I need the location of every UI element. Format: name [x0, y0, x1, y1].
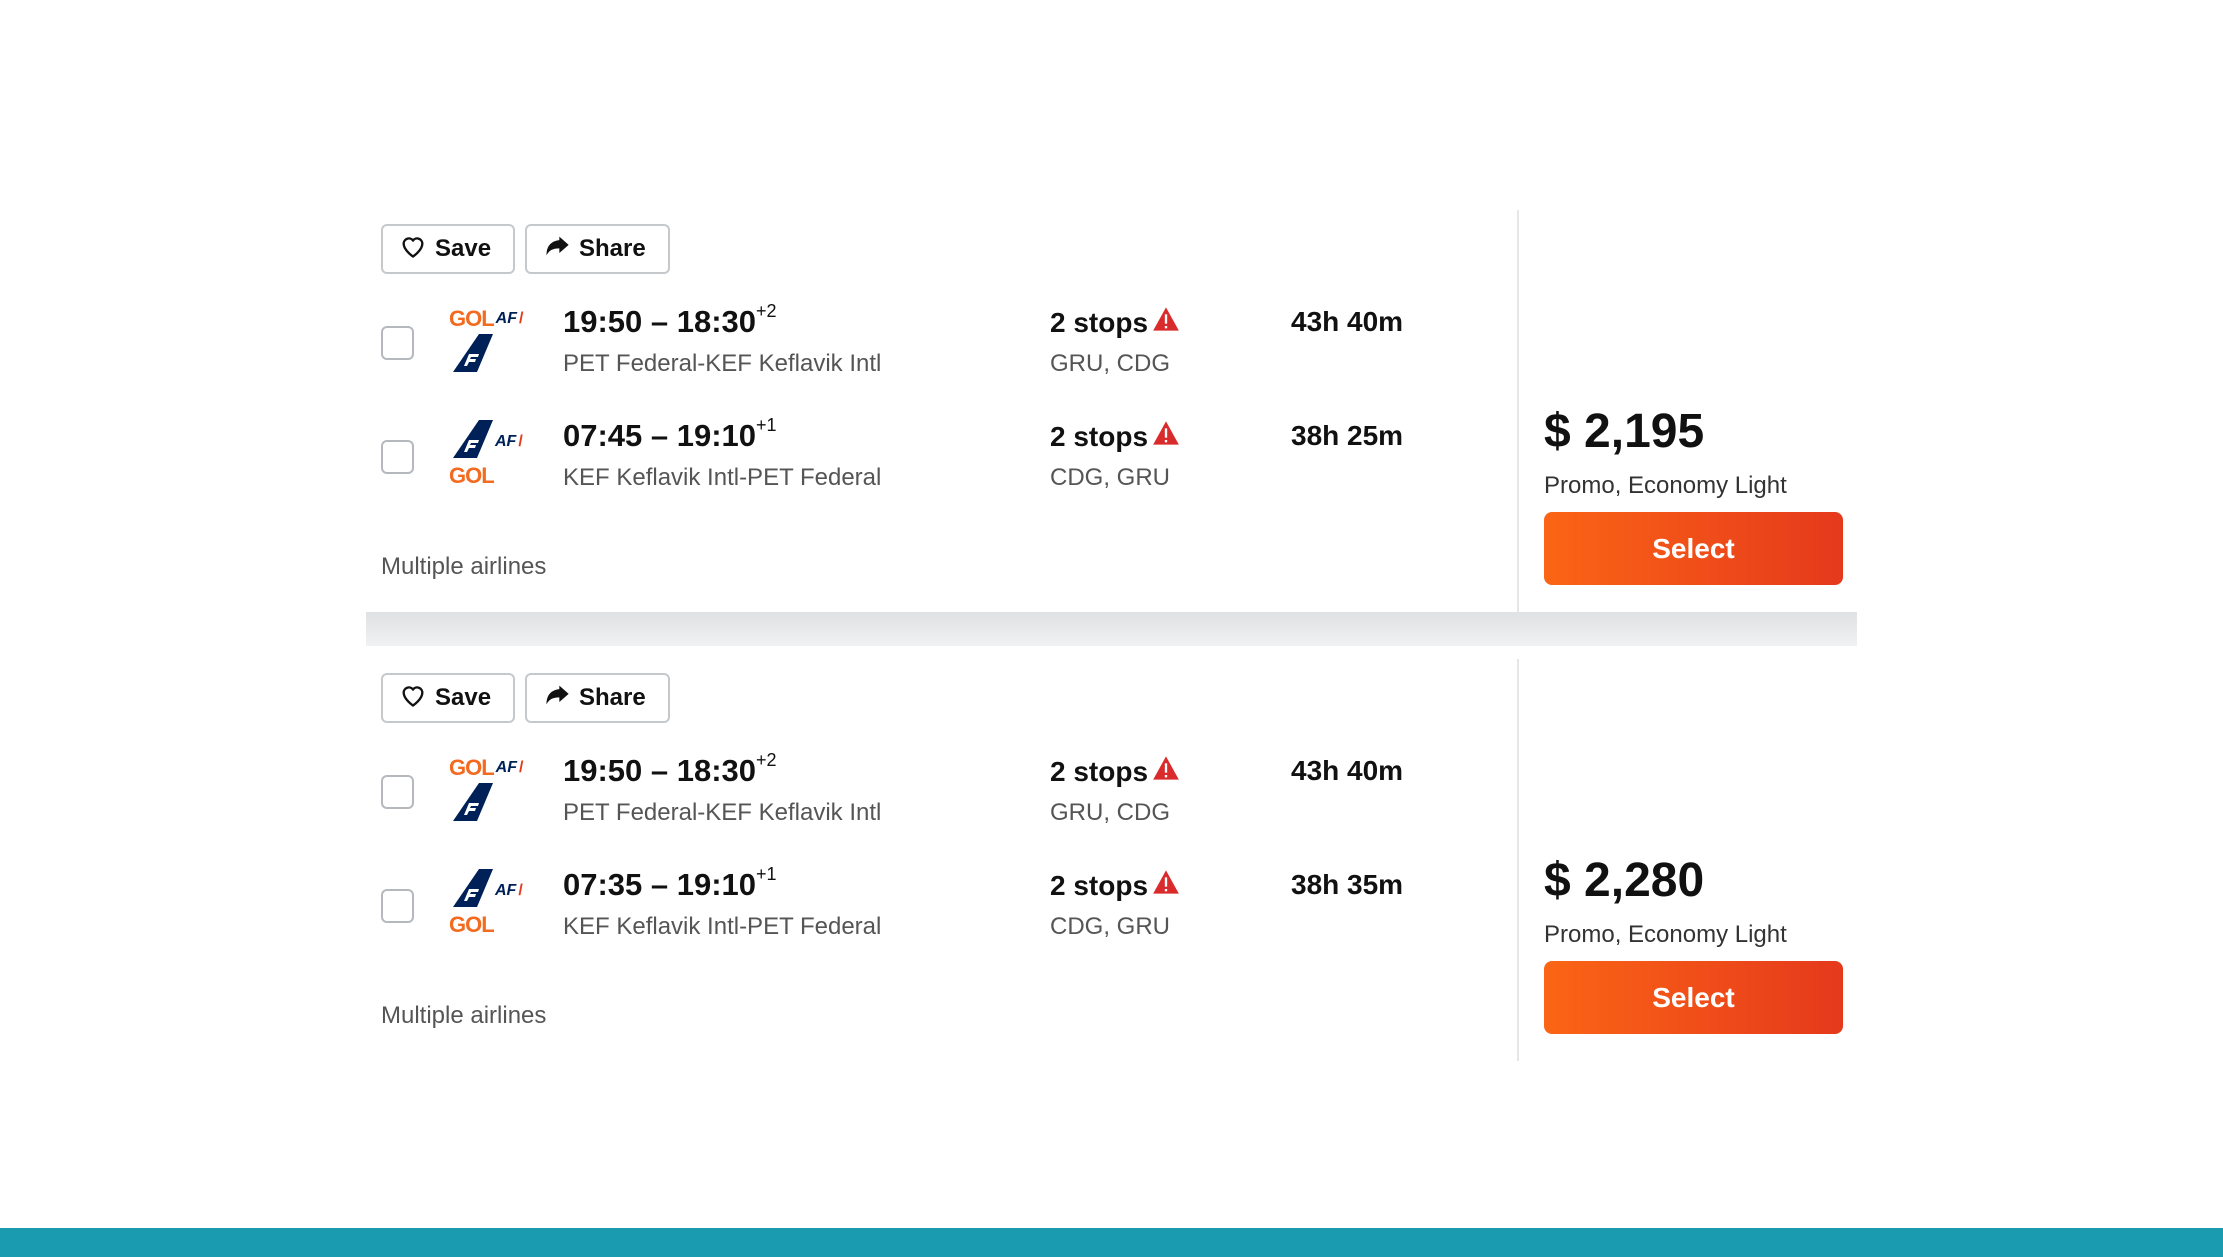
day-offset: +2 [756, 749, 777, 770]
duration: 43h 40m [1291, 755, 1404, 786]
flight-leg: GOL AF/ 19:50 – 18:30+2 PET Federal-KEF K… [381, 300, 1501, 396]
route: PET Federal-KEF Keflavik Intl [563, 350, 882, 377]
flight-times: 07:45 – 19:10+1 [563, 414, 777, 454]
flight-result-card: Save Share GOL AF/ 19:50 – 18:30+2 PET Fe… [366, 659, 1857, 1061]
airline-logos: AF / GOL [449, 420, 539, 500]
day-offset: +2 [756, 300, 777, 321]
share-arrow-icon [543, 681, 571, 716]
day-offset: +1 [756, 414, 777, 435]
flight-leg: GOL AF/ 19:50 – 18:30+2 PET Federal-KEF K… [381, 749, 1501, 845]
price: $ 2,195 [1544, 405, 1705, 458]
flight-leg: AF / GOL 07:35 – 19:10+1 KEF Keflavik Intl… [381, 863, 1501, 959]
stop-airports: GRU, CDG [1050, 799, 1170, 826]
leg-checkbox[interactable] [381, 326, 414, 360]
heart-icon [399, 681, 427, 716]
footer-bar [0, 1228, 2223, 1257]
stops-text: 2 stops [1050, 420, 1149, 452]
stops-text: 2 stops [1050, 869, 1149, 901]
af-logo-text: AF [495, 310, 517, 327]
route: PET Federal-KEF Keflavik Intl [563, 799, 882, 826]
warning-icon [1152, 420, 1180, 453]
duration: 43h 40m [1291, 306, 1404, 337]
share-arrow-icon [543, 232, 571, 267]
save-label: Save [435, 235, 492, 262]
flight-times: 07:35 – 19:10+1 [563, 863, 777, 903]
stops: 2 stops [1050, 420, 1180, 453]
gol-logo-text: GOL [449, 755, 495, 780]
stop-airports: CDG, GRU [1050, 913, 1170, 940]
card-divider [1517, 210, 1519, 612]
flight-times: 19:50 – 18:30+2 [563, 300, 777, 340]
select-button[interactable]: Select [1544, 512, 1843, 585]
stop-airports: GRU, CDG [1050, 350, 1170, 377]
share-label: Share [579, 684, 646, 711]
gol-logo-text: GOL [449, 912, 495, 937]
stop-airports: CDG, GRU [1050, 464, 1170, 491]
card-divider [1517, 659, 1519, 1061]
airline-logos: AF / GOL [449, 869, 539, 949]
stops: 2 stops [1050, 755, 1180, 788]
fare-class: Promo, Economy Light [1544, 472, 1787, 499]
af-logo-text: AF [495, 759, 517, 776]
flight-result-card: Save Share GOL AF/ 19:50 – 18:30+2 PET Fe… [366, 210, 1857, 612]
airline-logos: GOL AF / [449, 755, 539, 835]
gol-logo-text: GOL [449, 306, 495, 331]
result-separator [366, 612, 1857, 646]
airline-logos: GOL AF / [449, 306, 539, 386]
af-tail-icon [449, 334, 539, 377]
share-button[interactable]: Share [525, 224, 670, 274]
af-tail-icon [449, 783, 539, 826]
share-label: Share [579, 235, 646, 262]
times-text: 19:50 – 18:30 [563, 753, 757, 788]
stops: 2 stops [1050, 306, 1180, 339]
save-button[interactable]: Save [381, 673, 515, 723]
price: $ 2,280 [1544, 854, 1705, 907]
stops: 2 stops [1050, 869, 1180, 902]
warning-icon [1152, 755, 1180, 788]
share-button[interactable]: Share [525, 673, 670, 723]
leg-checkbox[interactable] [381, 775, 414, 809]
warning-icon [1152, 869, 1180, 902]
warning-icon [1152, 306, 1180, 339]
af-logo-text: AF [495, 432, 517, 450]
stops-text: 2 stops [1050, 755, 1149, 787]
stops-text: 2 stops [1050, 306, 1149, 338]
heart-icon [399, 232, 427, 267]
route: KEF Keflavik Intl-PET Federal [563, 464, 882, 491]
airlines-label: Multiple airlines [381, 553, 547, 580]
af-tail-icon [449, 869, 493, 912]
select-button[interactable]: Select [1544, 961, 1843, 1034]
af-logo-text: AF [495, 881, 517, 899]
save-button[interactable]: Save [381, 224, 515, 274]
leg-checkbox[interactable] [381, 889, 414, 923]
gol-logo-text: GOL [449, 463, 495, 488]
day-offset: +1 [756, 863, 777, 884]
af-tail-icon [449, 420, 493, 463]
duration: 38h 25m [1291, 420, 1404, 451]
fare-class: Promo, Economy Light [1544, 921, 1787, 948]
save-label: Save [435, 684, 492, 711]
duration: 38h 35m [1291, 869, 1404, 900]
times-text: 07:45 – 19:10 [563, 418, 757, 453]
times-text: 07:35 – 19:10 [563, 867, 757, 902]
leg-checkbox[interactable] [381, 440, 414, 474]
flight-times: 19:50 – 18:30+2 [563, 749, 777, 789]
times-text: 19:50 – 18:30 [563, 304, 757, 339]
flight-leg: AF / GOL 07:45 – 19:10+1 KEF Keflavik Intl… [381, 414, 1501, 510]
airlines-label: Multiple airlines [381, 1002, 547, 1029]
route: KEF Keflavik Intl-PET Federal [563, 913, 882, 940]
